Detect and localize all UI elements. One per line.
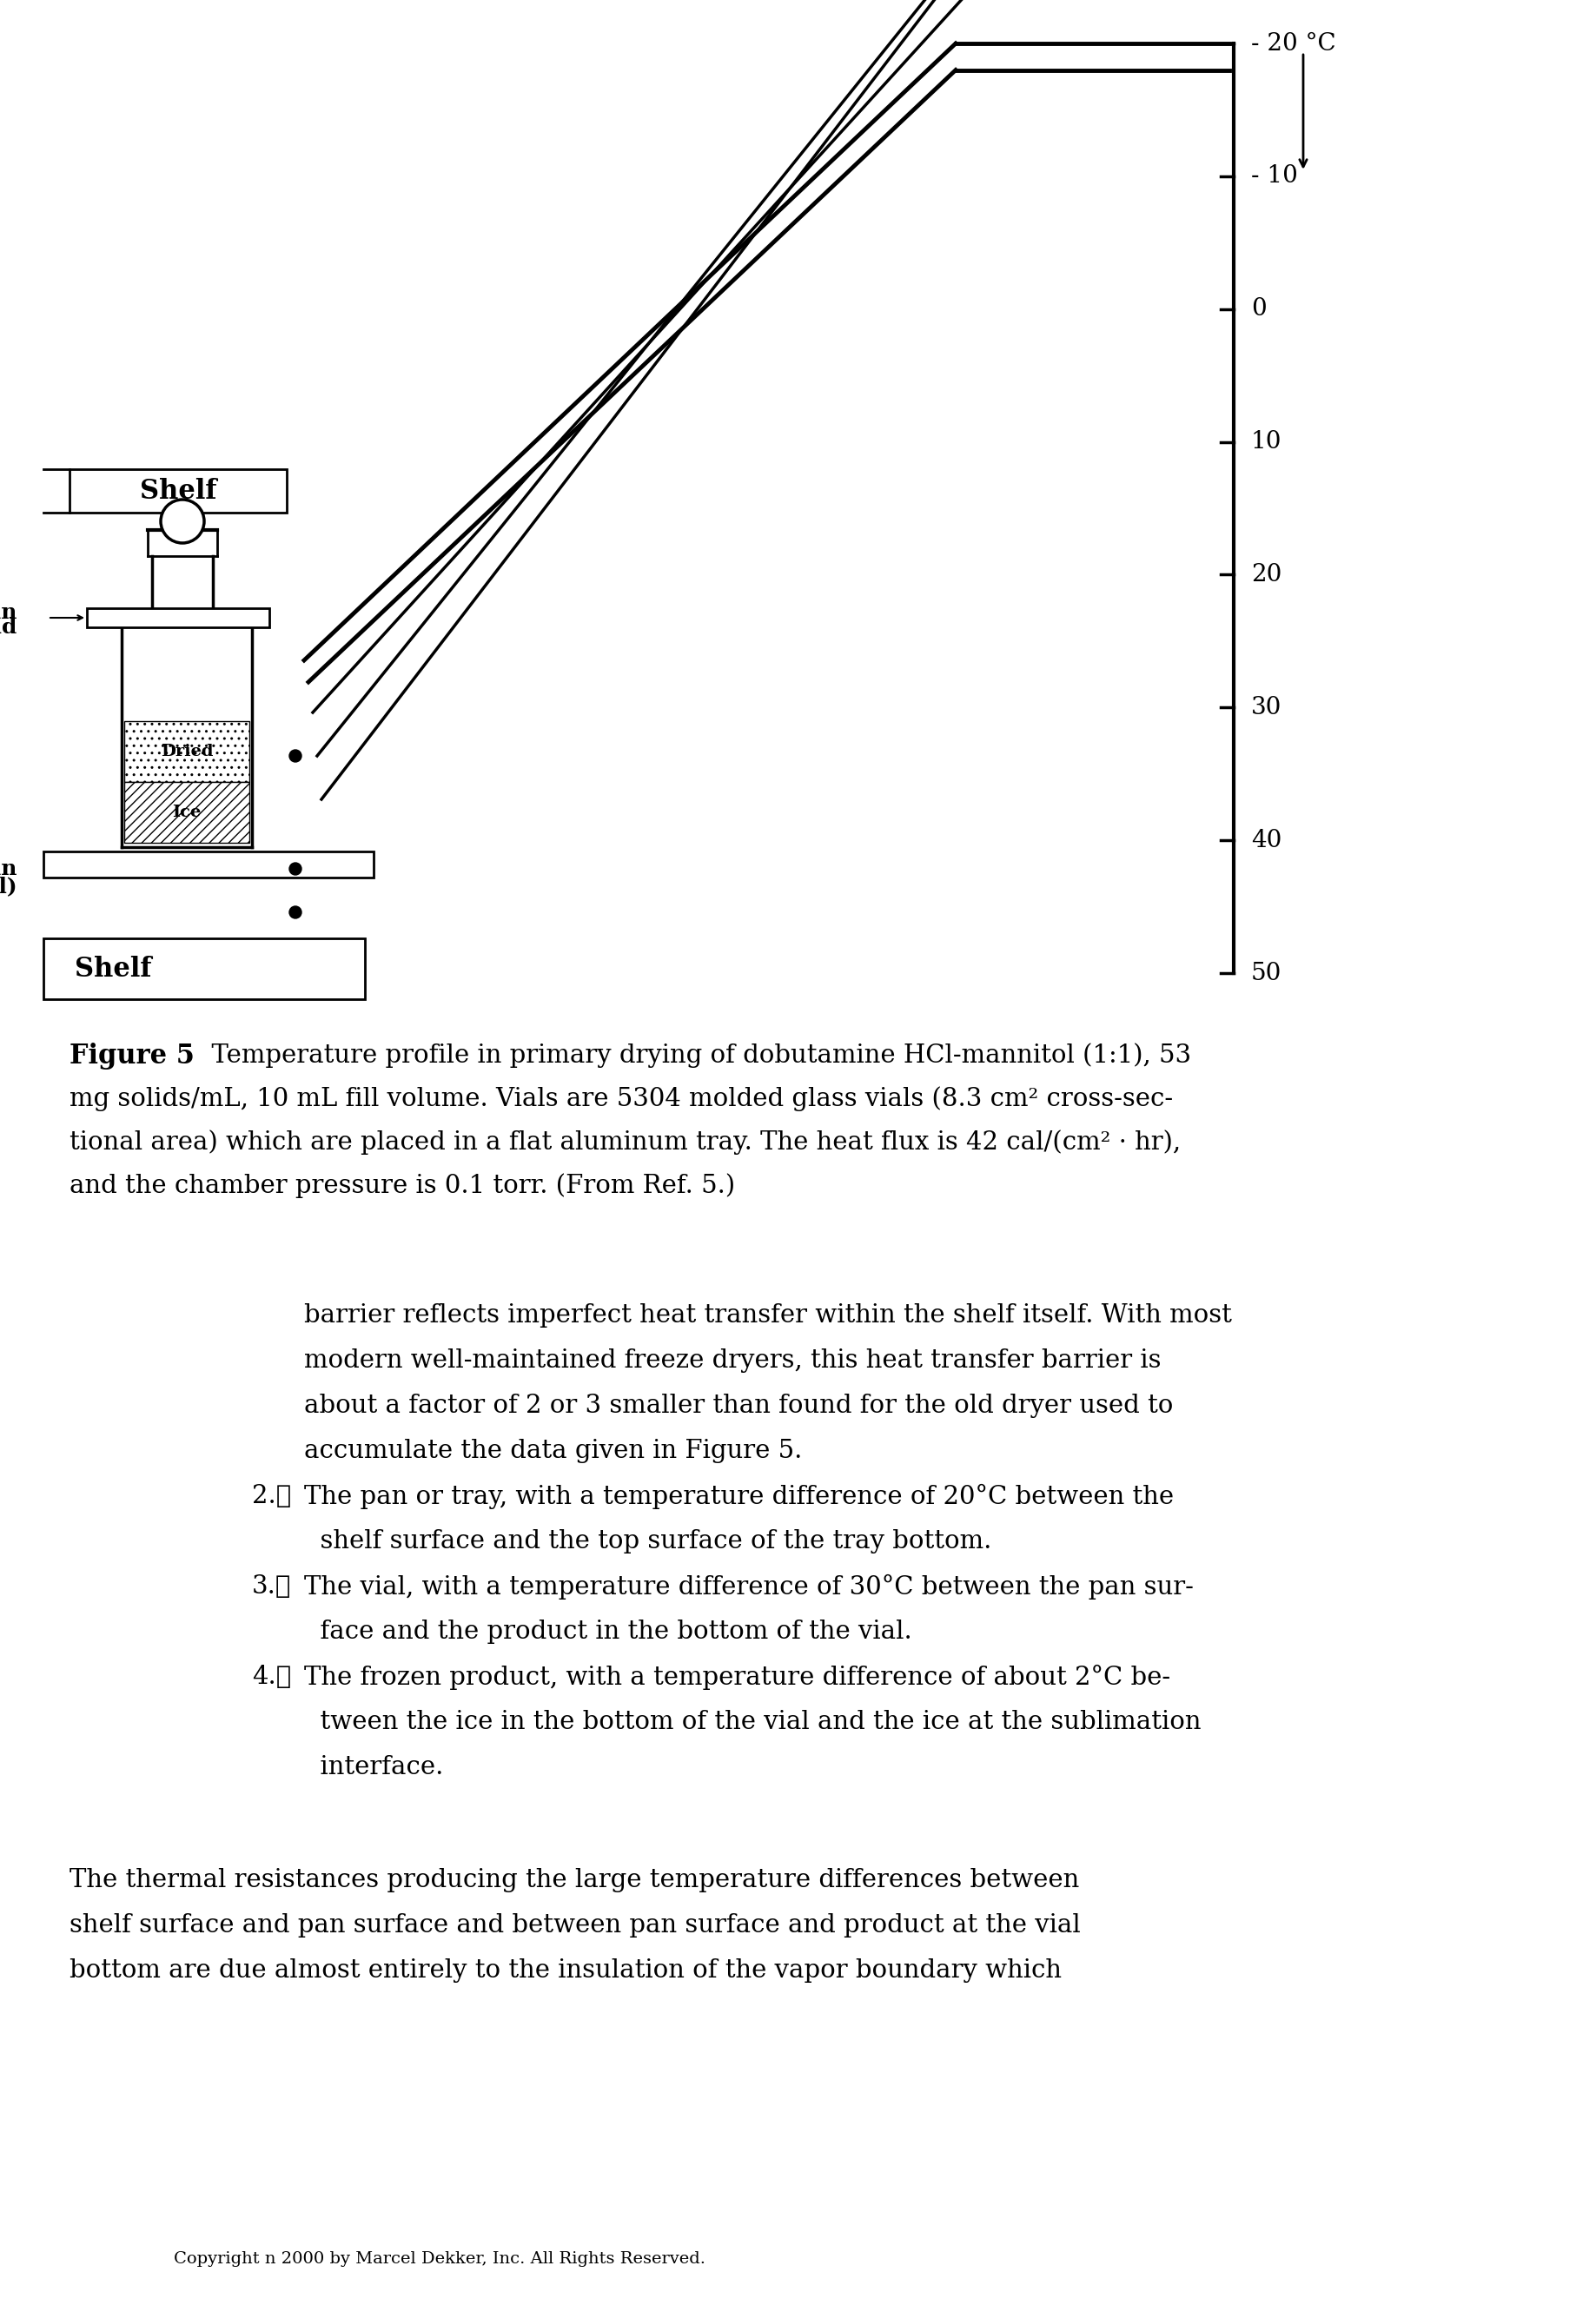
Text: 3.: 3. [252,1574,292,1598]
Bar [124,721,249,781]
Bar [124,781,249,844]
Text: interface.: interface. [305,1755,444,1780]
Text: 0: 0 [1251,298,1267,321]
Text: 10: 10 [1251,430,1282,453]
Text: 4.: 4. [252,1665,290,1690]
Text: Figure 5: Figure 5 [70,1043,195,1070]
Text: about a factor of 2 or 3 smaller than found for the old dryer used to: about a factor of 2 or 3 smaller than fo… [305,1394,1173,1417]
Text: and the chamber pressure is 0.1 torr. (From Ref. 5.): and the chamber pressure is 0.1 torr. (F… [70,1172,736,1198]
Text: The pan or tray, with a temperature difference of 20°C between the: The pan or tray, with a temperature diff… [305,1484,1175,1510]
Text: 30: 30 [1251,696,1282,719]
Bar [86,608,270,627]
Text: - 20 °C: - 20 °C [1251,32,1336,55]
Circle shape [289,749,302,763]
Circle shape [161,499,204,543]
Text: Temperature profile in primary drying of dobutamine HCl-mannitol (1:1), 53: Temperature profile in primary drying of… [195,1043,1191,1068]
Text: bottom are due almost entirely to the insulation of the vapor boundary which: bottom are due almost entirely to the in… [70,1958,1061,1984]
Text: 40: 40 [1251,828,1282,853]
Text: Dried: Dried [161,744,214,758]
Text: modern well-maintained freeze dryers, this heat transfer barrier is: modern well-maintained freeze dryers, th… [305,1348,1162,1373]
Text: Copyright n 2000 by Marcel Dekker, Inc. All Rights Reserved.: Copyright n 2000 by Marcel Dekker, Inc. … [174,2252,705,2266]
Text: mg solids/mL, 10 mL fill volume. Vials are 5304 molded glass vials (8.3 cm² cros: mg solids/mL, 10 mL fill volume. Vials a… [70,1087,1173,1112]
Circle shape [289,862,302,874]
Text: shelf surface and the top surface of the tray bottom.: shelf surface and the top surface of the… [305,1528,991,1554]
Bar [43,851,373,879]
Text: Pan: Pan [0,858,18,879]
Text: face and the product in the bottom of the vial.: face and the product in the bottom of th… [305,1618,911,1644]
Bar [43,939,365,999]
Text: 2.: 2. [252,1484,290,1507]
Text: The thermal resistances producing the large temperature differences between: The thermal resistances producing the la… [70,1868,1079,1891]
Text: Ice: Ice [172,805,201,821]
Text: 50: 50 [1251,962,1282,985]
Text: tween the ice in the bottom of the vial and the ice at the sublimation: tween the ice in the bottom of the vial … [305,1711,1202,1734]
Text: barrier reflects imperfect heat transfer within the shelf itself. With most: barrier reflects imperfect heat transfer… [305,1304,1232,1327]
Text: tional area) which are placed in a flat aluminum tray. The heat flux is 42 cal/(: tional area) which are placed in a flat … [70,1131,1181,1154]
Text: Shelf: Shelf [75,955,152,983]
Text: (Al): (Al) [0,876,18,897]
Text: - 10: - 10 [1251,164,1298,187]
Bar [70,469,287,513]
Text: The vial, with a temperature difference of 30°C between the pan sur-: The vial, with a temperature difference … [305,1574,1194,1600]
Text: shelf surface and pan surface and between pan surface and product at the vial: shelf surface and pan surface and betwee… [70,1914,1080,1937]
Circle shape [289,906,302,918]
Text: 20: 20 [1251,562,1282,587]
Text: Pan: Pan [0,601,18,622]
Text: accumulate the data given in Figure 5.: accumulate the data given in Figure 5. [305,1438,803,1463]
Text: The frozen product, with a temperature difference of about 2°C be-: The frozen product, with a temperature d… [305,1665,1170,1690]
Text: Lid: Lid [0,617,18,638]
Text: Shelf: Shelf [140,479,217,504]
